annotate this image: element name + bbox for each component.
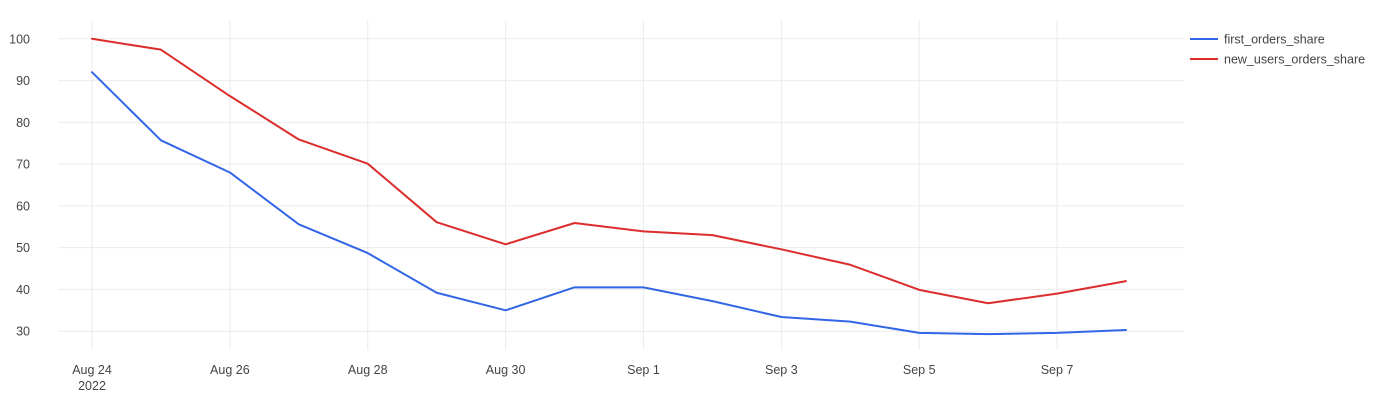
y-tick-label: 90 <box>16 74 30 88</box>
data-point[interactable] <box>1122 326 1130 334</box>
grid <box>58 20 1184 350</box>
y-tick-label: 40 <box>16 283 30 297</box>
legend-item-new-users-orders-share[interactable]: new_users_orders_share <box>1190 53 1365 67</box>
x-tick-label: Aug 28 <box>348 363 388 377</box>
x-tick-label: Aug 26 <box>210 363 250 377</box>
y-axis: 30 40 50 60 70 80 90 100 <box>9 32 30 338</box>
data-point[interactable] <box>639 283 647 291</box>
y-tick-label: 30 <box>16 325 30 339</box>
data-point[interactable] <box>88 35 96 43</box>
data-point[interactable] <box>915 286 923 294</box>
legend-label: new_users_orders_share <box>1224 53 1365 67</box>
data-point[interactable] <box>639 227 647 235</box>
data-point[interactable] <box>295 135 303 143</box>
data-point[interactable] <box>226 168 234 176</box>
x-tick-label: Sep 1 <box>627 363 660 377</box>
x-tick-label: Sep 5 <box>903 363 936 377</box>
data-point[interactable] <box>984 299 992 307</box>
x-axis: Aug 24 2022 Aug 26 Aug 28 Aug 30 Sep 1 Sep 3 Se… <box>72 363 1073 393</box>
x-tick-year-label: 2022 <box>78 379 106 393</box>
data-point[interactable] <box>433 218 441 226</box>
legend[interactable]: first_orders_share new_users_orders_share <box>1190 33 1365 67</box>
data-point[interactable] <box>88 68 96 76</box>
data-point[interactable] <box>1053 290 1061 298</box>
data-point[interactable] <box>846 261 854 269</box>
data-point[interactable] <box>364 160 372 168</box>
legend-item-first-orders-share[interactable]: first_orders_share <box>1190 33 1325 47</box>
data-point[interactable] <box>1053 329 1061 337</box>
data-point[interactable] <box>295 220 303 228</box>
data-point[interactable] <box>915 329 923 337</box>
series-line-new-users-orders-share[interactable] <box>91 37 1127 305</box>
data-point[interactable] <box>157 136 165 144</box>
y-tick-label: 60 <box>16 199 30 213</box>
data-point[interactable] <box>777 313 785 321</box>
data-point[interactable] <box>846 318 854 326</box>
data-point[interactable] <box>364 249 372 257</box>
legend-label: first_orders_share <box>1224 33 1325 47</box>
data-point[interactable] <box>708 231 716 239</box>
data-point[interactable] <box>502 306 510 314</box>
data-point[interactable] <box>571 219 579 227</box>
data-point[interactable] <box>708 297 716 305</box>
data-point[interactable] <box>226 92 234 100</box>
data-point[interactable] <box>1122 277 1130 285</box>
data-point[interactable] <box>433 289 441 297</box>
data-point[interactable] <box>157 46 165 54</box>
y-tick-label: 70 <box>16 158 30 172</box>
data-point[interactable] <box>777 245 785 253</box>
y-tick-label: 100 <box>9 32 30 46</box>
x-tick-label: Aug 24 <box>72 363 112 377</box>
data-point[interactable] <box>502 240 510 248</box>
series-line-first-orders-share[interactable] <box>91 71 1127 336</box>
data-point[interactable] <box>984 330 992 338</box>
x-tick-label: Sep 7 <box>1041 363 1074 377</box>
series-lines <box>88 35 1130 338</box>
x-tick-label: Aug 30 <box>486 363 526 377</box>
x-tick-label: Sep 3 <box>765 363 798 377</box>
y-tick-label: 50 <box>16 241 30 255</box>
data-point[interactable] <box>571 283 579 291</box>
y-tick-label: 80 <box>16 116 30 130</box>
